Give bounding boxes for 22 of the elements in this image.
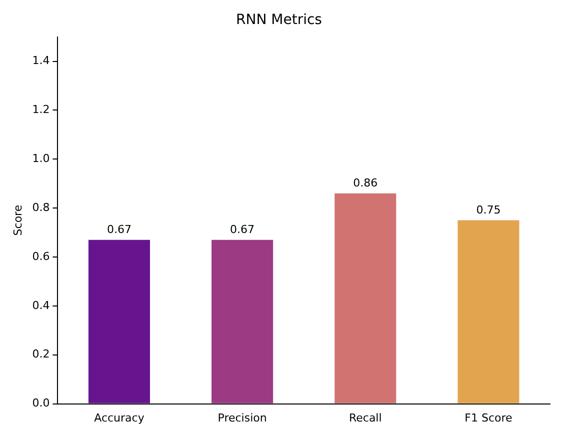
y-tick-label: 0.6 (32, 250, 50, 263)
bar (212, 240, 274, 404)
bar (334, 193, 396, 404)
data-label: 0.67 (106, 223, 132, 236)
x-tick-label: Accuracy (94, 411, 145, 424)
x-tick-label: F1 Score (464, 411, 513, 424)
y-tick-label: 0.4 (32, 298, 50, 312)
x-tick-label: Recall (348, 411, 382, 424)
y-axis-title: Score (11, 204, 24, 236)
bar (458, 220, 520, 404)
y-tick-label: 0.0 (32, 396, 50, 410)
data-label: 0.75 (476, 204, 501, 217)
data-label: 0.67 (230, 223, 255, 236)
x-tick-label: Precision (218, 411, 267, 424)
y-tick-label: 0.8 (32, 200, 50, 214)
bar (88, 240, 150, 404)
y-tick-label: 1.0 (32, 152, 50, 165)
data-label: 0.86 (353, 176, 378, 190)
y-tick-label: 1.4 (32, 54, 50, 68)
y-tick-label: 1.2 (32, 103, 50, 116)
chart-title: RNN Metrics (236, 12, 322, 28)
y-tick-label: 0.2 (32, 348, 50, 361)
